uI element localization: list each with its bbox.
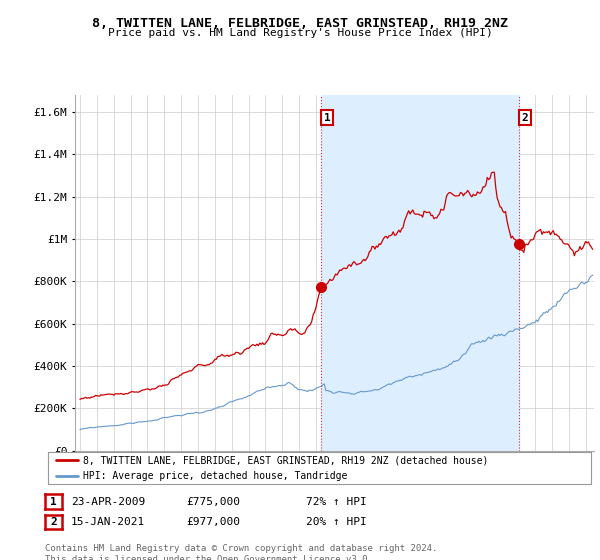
Text: 23-APR-2009: 23-APR-2009	[71, 497, 145, 507]
Text: 2: 2	[50, 517, 57, 527]
Text: 2: 2	[521, 113, 528, 123]
Text: 1: 1	[324, 113, 331, 123]
Text: HPI: Average price, detached house, Tandridge: HPI: Average price, detached house, Tand…	[83, 472, 347, 481]
Text: Price paid vs. HM Land Registry's House Price Index (HPI): Price paid vs. HM Land Registry's House …	[107, 28, 493, 38]
Text: 15-JAN-2021: 15-JAN-2021	[71, 517, 145, 527]
Text: £775,000: £775,000	[186, 497, 240, 507]
Text: 8, TWITTEN LANE, FELBRIDGE, EAST GRINSTEAD, RH19 2NZ (detached house): 8, TWITTEN LANE, FELBRIDGE, EAST GRINSTE…	[83, 455, 488, 465]
Text: Contains HM Land Registry data © Crown copyright and database right 2024.
This d: Contains HM Land Registry data © Crown c…	[45, 544, 437, 560]
Text: £977,000: £977,000	[186, 517, 240, 527]
Bar	[321, 95, 519, 451]
Text: 72% ↑ HPI: 72% ↑ HPI	[306, 497, 367, 507]
Text: 20% ↑ HPI: 20% ↑ HPI	[306, 517, 367, 527]
Text: 8, TWITTEN LANE, FELBRIDGE, EAST GRINSTEAD, RH19 2NZ: 8, TWITTEN LANE, FELBRIDGE, EAST GRINSTE…	[92, 17, 508, 30]
Text: 1: 1	[50, 497, 57, 507]
